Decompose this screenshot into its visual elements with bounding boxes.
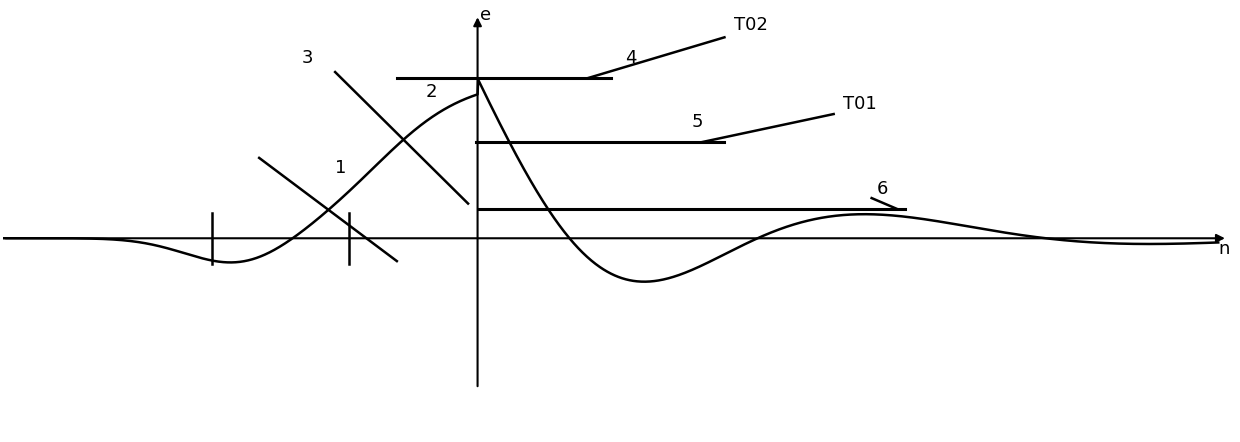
- Text: e: e: [480, 6, 491, 23]
- Text: 4: 4: [625, 49, 636, 67]
- Text: n: n: [1218, 240, 1230, 258]
- Text: 1: 1: [335, 159, 346, 176]
- Text: 5: 5: [691, 113, 703, 131]
- Text: T01: T01: [843, 95, 877, 113]
- Text: T02: T02: [734, 16, 768, 34]
- Text: 3: 3: [301, 49, 314, 67]
- Text: 2: 2: [425, 83, 436, 101]
- Text: 6: 6: [877, 180, 888, 198]
